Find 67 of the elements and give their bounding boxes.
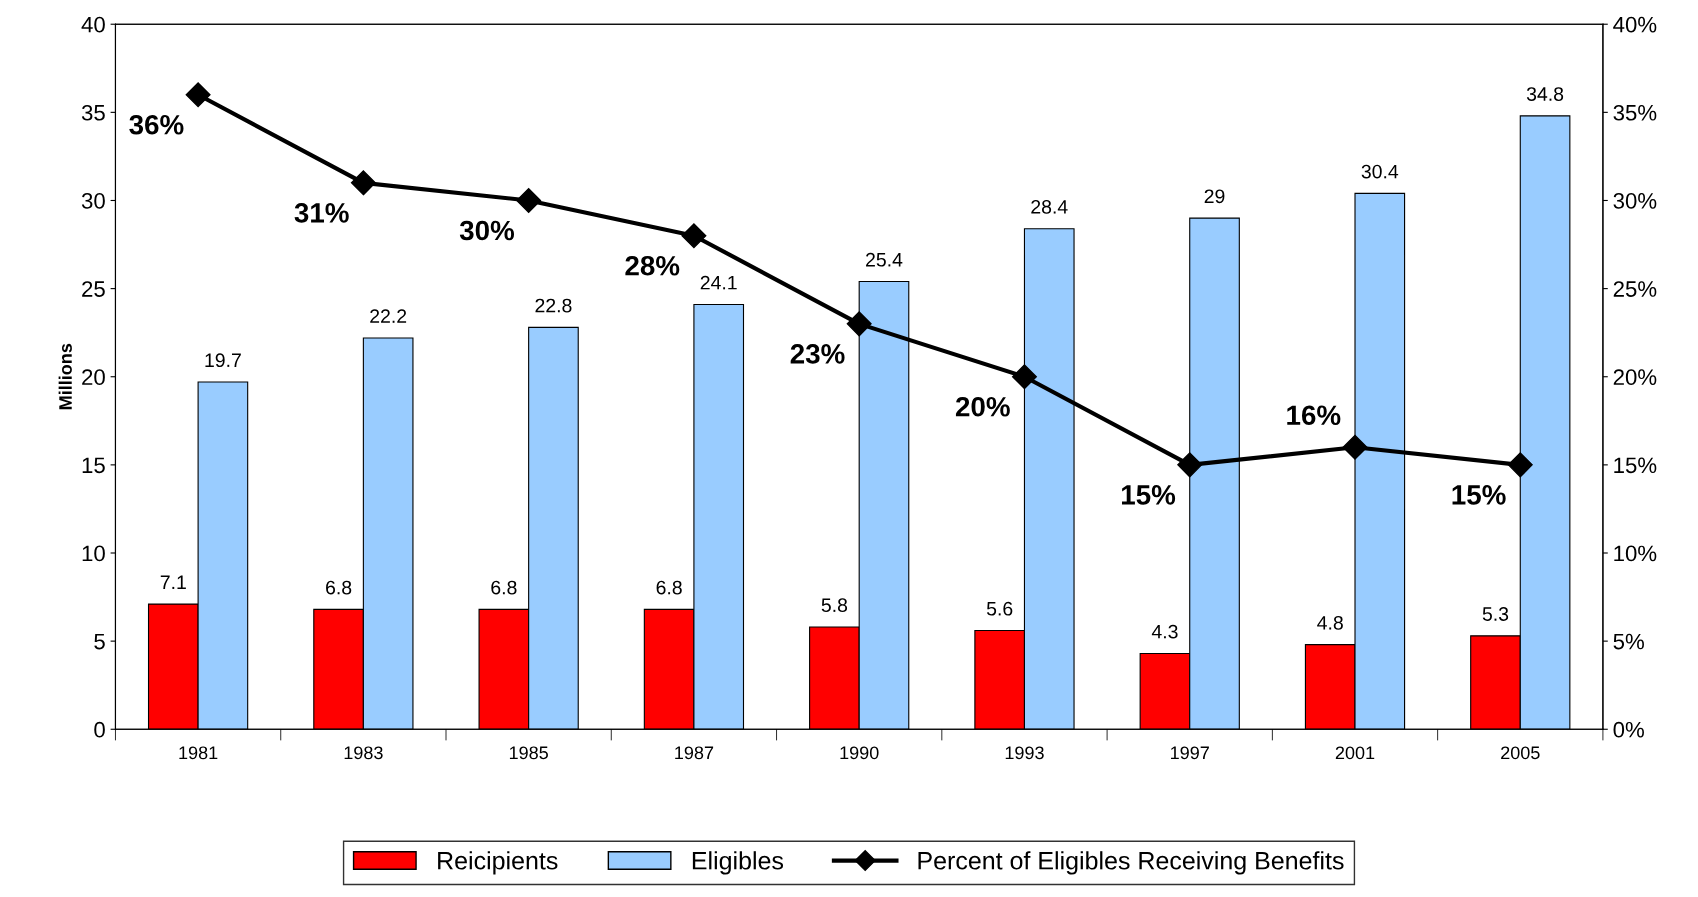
x-tick-label: 1993 — [1005, 746, 1044, 760]
y2-tick-label: 5% — [1613, 633, 1644, 650]
point — [1177, 452, 1203, 478]
point — [185, 82, 211, 108]
legend-label: Reicipients — [438, 851, 558, 875]
y2-tick-label: 25% — [1613, 281, 1657, 297]
y2-tick-label: 40% — [1613, 16, 1657, 33]
data-label: 31% — [294, 203, 349, 223]
y-tick-label: 0 — [94, 721, 105, 738]
legend-label: Percent of Eligibles Receiving Benefits — [918, 851, 1344, 875]
x-tick-label: 1987 — [675, 746, 714, 760]
x-tick-label: 2001 — [1335, 746, 1375, 760]
x-tick-label: 1981 — [179, 746, 218, 760]
point — [1011, 364, 1037, 390]
data-label: 24.1 — [700, 275, 737, 290]
x-tick-label: 1983 — [344, 746, 383, 760]
y-tick-label: 35 — [81, 104, 105, 121]
y2-tick-label: 35% — [1613, 104, 1657, 121]
data-label: 30.4 — [1361, 164, 1399, 179]
data-label: 23% — [790, 344, 845, 364]
data-label: 5.8 — [821, 598, 848, 613]
data-label: 28.4 — [1031, 199, 1068, 214]
data-label: 16% — [1287, 405, 1341, 426]
data-label: 15% — [1452, 485, 1506, 505]
y2-tick-label: 30% — [1613, 193, 1657, 209]
legend-label: Eligibles — [692, 851, 784, 875]
y-tick-label: 40 — [81, 16, 105, 33]
data-label: 6.8 — [326, 580, 352, 595]
y-tick-label: 10 — [82, 545, 105, 562]
y-axis-title: Millions — [58, 343, 72, 410]
data-label: 25.4 — [866, 252, 903, 267]
x-tick-label: 1985 — [509, 746, 548, 760]
y-tick-label: 30 — [81, 193, 105, 209]
x-tick-label: 1997 — [1171, 746, 1209, 760]
data-label: 28% — [625, 255, 680, 276]
data-label: 5.6 — [986, 601, 1013, 616]
data-label: 22.2 — [370, 309, 407, 323]
data-label: 34.8 — [1526, 87, 1564, 101]
y-tick-label: 20 — [82, 369, 105, 386]
data-label: 4.3 — [1151, 624, 1178, 639]
y-tick-label: 5 — [94, 633, 105, 650]
data-label: 5.3 — [1482, 607, 1509, 621]
data-label: 7.1 — [160, 575, 186, 589]
data-label: 6.8 — [491, 580, 517, 595]
data-label: 22.8 — [535, 298, 572, 313]
point — [516, 187, 542, 213]
point — [1507, 452, 1533, 478]
point — [1342, 434, 1368, 460]
x-tick-label: 2005 — [1501, 746, 1540, 760]
data-label: 6.8 — [656, 580, 682, 595]
point — [846, 311, 872, 337]
data-label: 30% — [459, 220, 515, 241]
data-label: 15% — [1122, 485, 1176, 505]
point — [350, 170, 376, 196]
data-label: 19.7 — [205, 353, 241, 368]
data-label: 29 — [1204, 189, 1225, 204]
y2-tick-label: 20% — [1613, 369, 1657, 386]
data-label: 36% — [129, 114, 184, 135]
y2-tick-label: 15% — [1614, 457, 1657, 474]
y2-tick-label: 10% — [1614, 545, 1657, 562]
point — [681, 223, 707, 249]
y-tick-label: 25 — [82, 281, 105, 297]
x-tick-label: 1990 — [840, 746, 879, 760]
y2-tick-label: 0% — [1613, 721, 1644, 738]
data-label: 4.8 — [1317, 615, 1343, 630]
data-label: 20% — [955, 396, 1010, 417]
y-tick-label: 15 — [82, 457, 105, 474]
